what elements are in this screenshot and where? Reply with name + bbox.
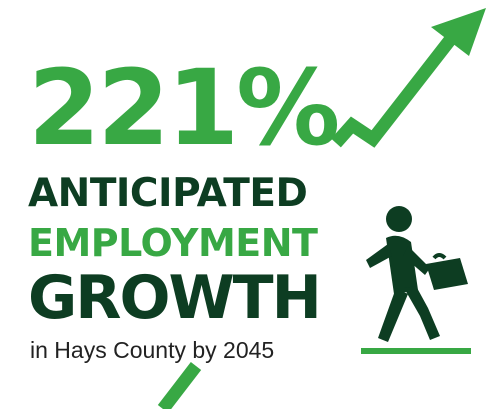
growth-percentage: 221% [28,47,340,169]
headline-employment: EMPLOYMENT [28,221,318,265]
caption: in Hays County by 2045 [30,337,275,363]
headline-growth: GROWTH [28,263,322,333]
walking-person-with-briefcase-icon [361,206,471,354]
headline-anticipated: ANTICIPATED [28,171,308,216]
